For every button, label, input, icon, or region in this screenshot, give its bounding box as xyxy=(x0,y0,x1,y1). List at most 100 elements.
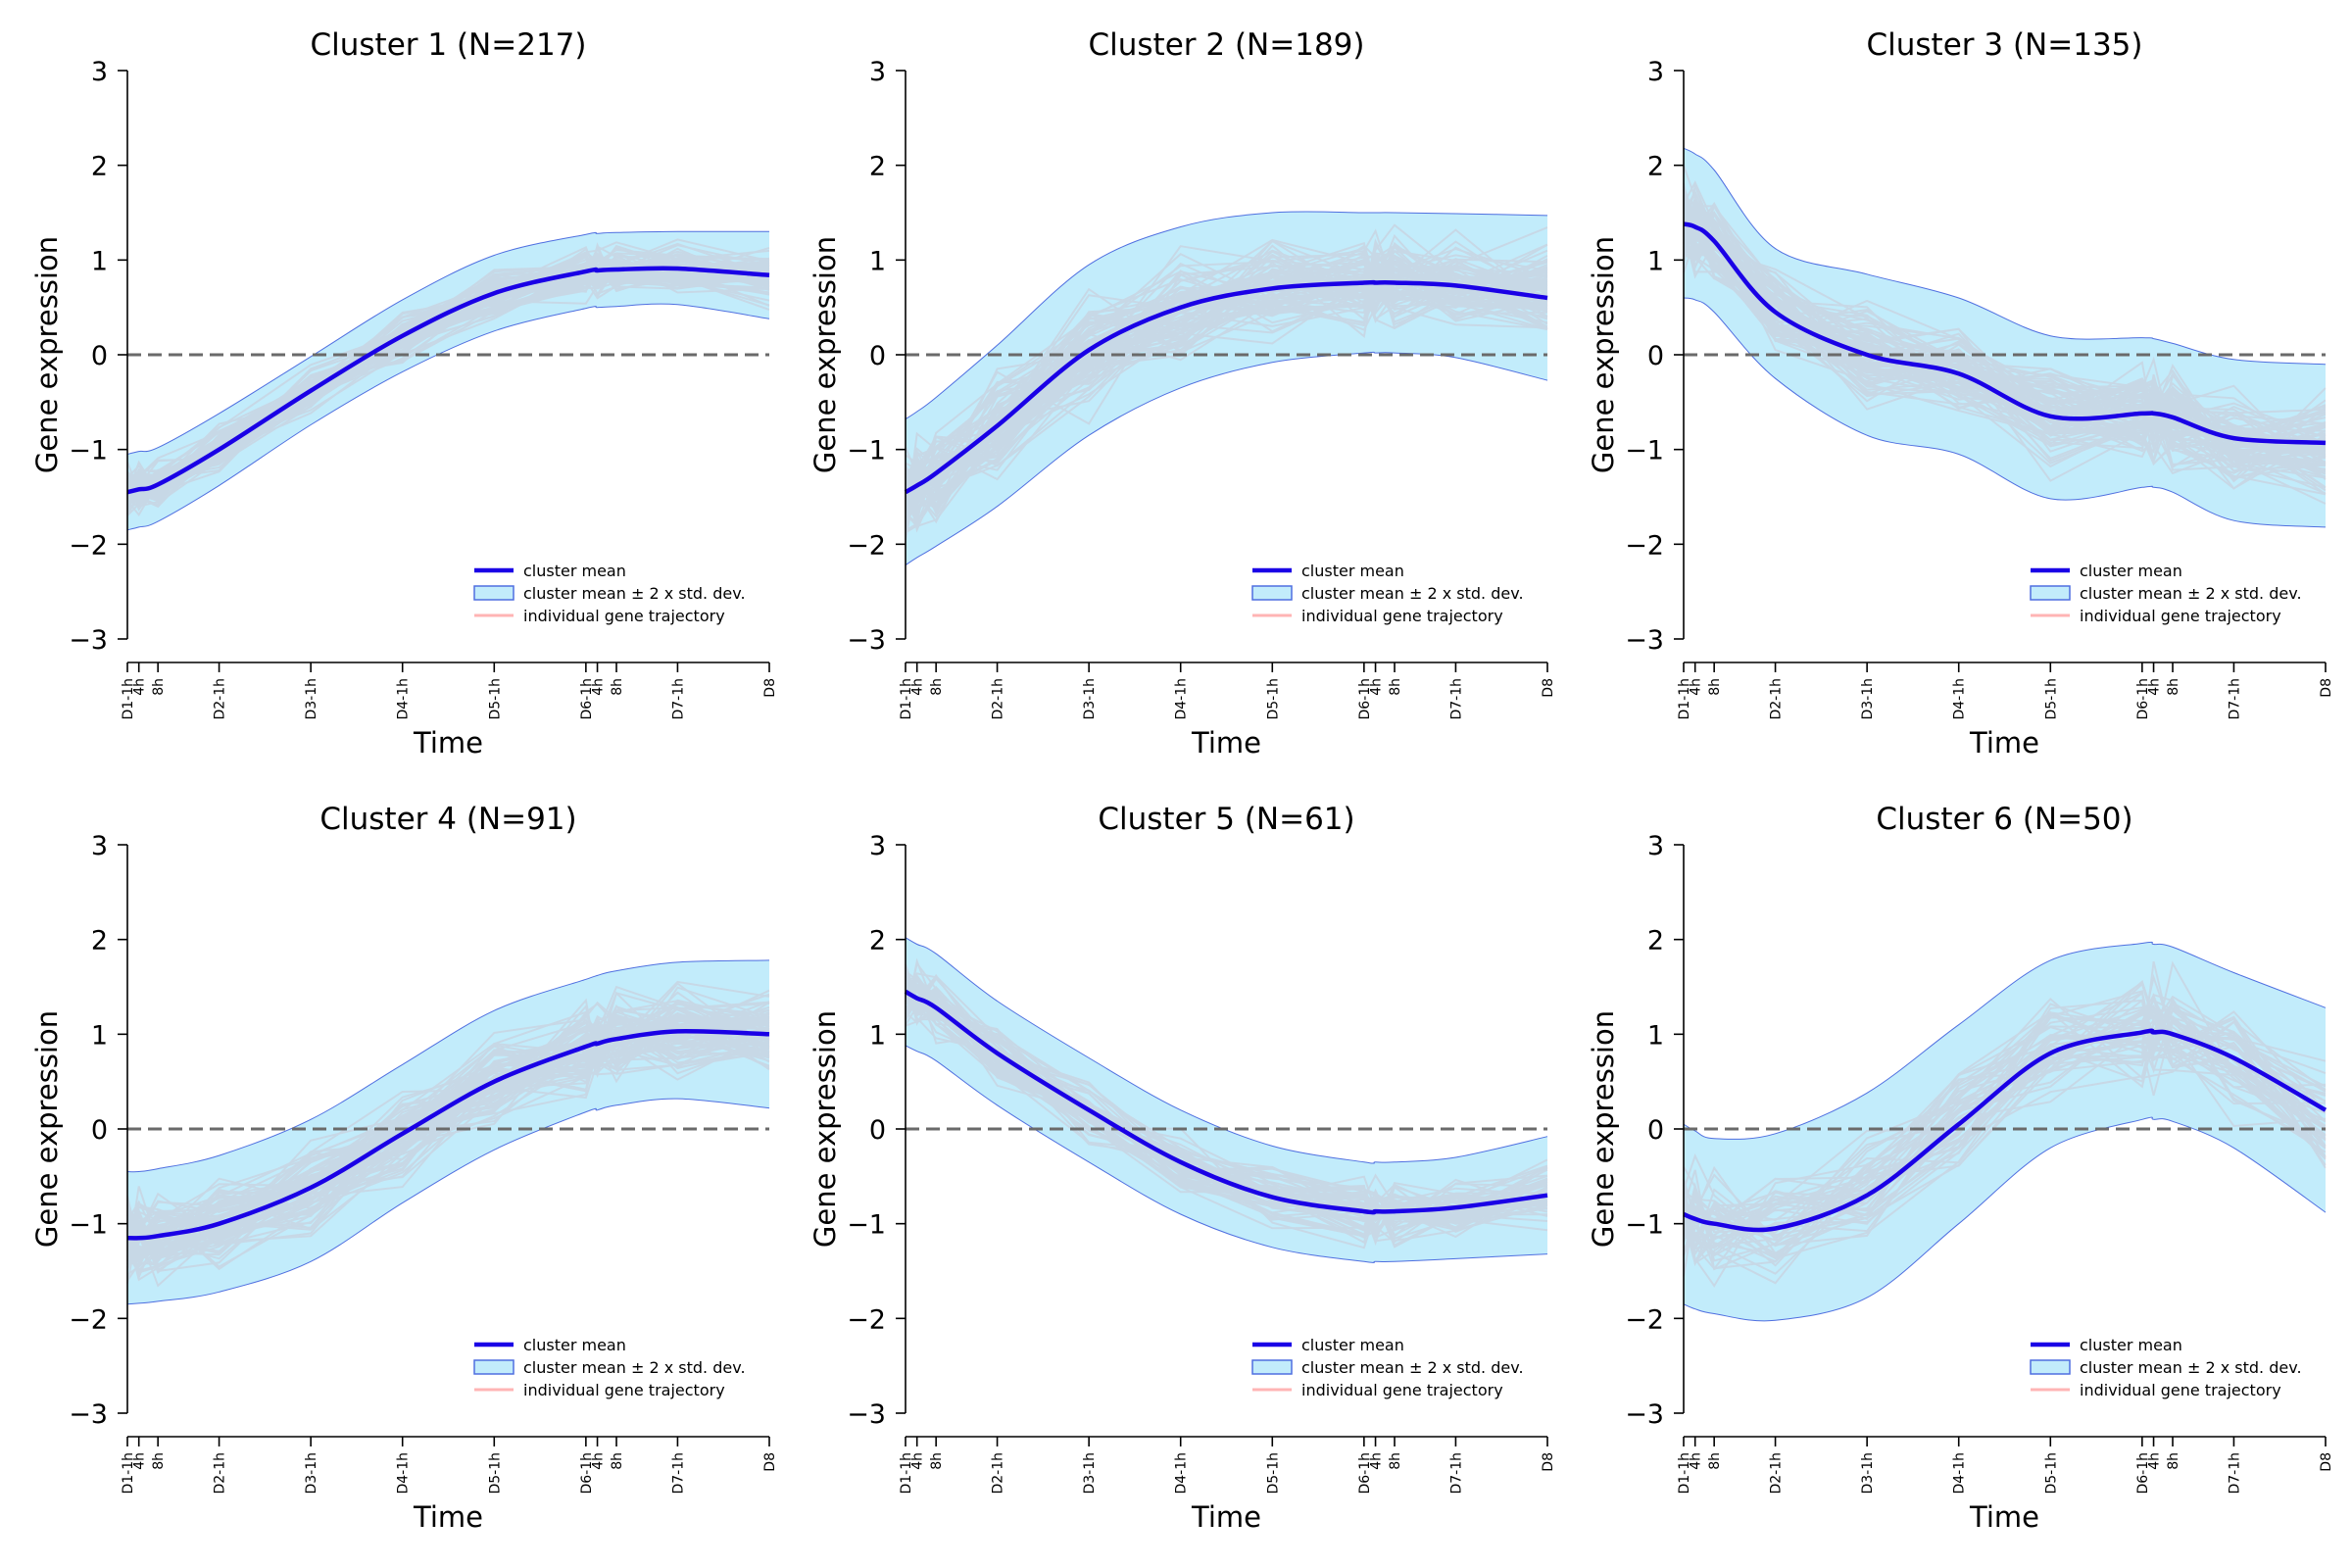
gene-trajectory xyxy=(1683,1021,2327,1260)
gene-trajectory xyxy=(1683,185,2327,505)
x-tick-label: D1-1h xyxy=(121,678,136,720)
y-tick-label: −3 xyxy=(1625,625,1664,656)
y-tick-label: 3 xyxy=(1647,57,1664,87)
y-tick-label: −3 xyxy=(847,625,886,656)
gene-trajectory xyxy=(1683,189,2327,460)
panel-title: Cluster 3 (N=135) xyxy=(1867,27,2143,63)
gene-trajectory xyxy=(126,1014,770,1274)
y-tick-label: −2 xyxy=(847,530,886,561)
gene-trajectory xyxy=(1683,219,2327,495)
gene-trajectory xyxy=(126,1015,770,1261)
gene-trajectory xyxy=(905,995,1548,1222)
gene-trajectory xyxy=(905,978,1548,1225)
gene-trajectory xyxy=(905,975,1548,1237)
y-tick-label: −2 xyxy=(69,1304,108,1335)
gene-trajectory xyxy=(126,1026,770,1264)
x-tick-label: D6-1h xyxy=(1357,1452,1373,1494)
gene-trajectory xyxy=(1683,999,2327,1250)
x-tick-label: 4h xyxy=(910,678,926,696)
legend-mean-label: cluster mean xyxy=(1301,1336,1404,1354)
x-tick-label: 4h xyxy=(2147,1452,2163,1470)
y-tick-label: 3 xyxy=(869,57,886,87)
x-tick-label: D5-1h xyxy=(1265,1452,1281,1494)
gene-trajectory xyxy=(905,243,1548,490)
x-tick-label: D4-1h xyxy=(1952,678,1968,720)
cluster-mean-line xyxy=(126,1029,770,1241)
gene-trajectory xyxy=(126,256,770,508)
gene-trajectory xyxy=(905,989,1548,1239)
gene-trajectory xyxy=(1683,182,2327,443)
gene-trajectory xyxy=(905,990,1548,1229)
gene-trajectory xyxy=(905,979,1548,1240)
gene-trajectory xyxy=(126,263,770,484)
gene-trajectory xyxy=(1683,979,2327,1236)
gene-trajectory xyxy=(905,256,1548,526)
gene-trajectory xyxy=(1683,221,2327,481)
x-axis-label: Time xyxy=(1969,1500,2039,1534)
gene-trajectory xyxy=(126,1040,770,1255)
gene-trajectory xyxy=(905,990,1548,1232)
x-tick-label: D7-1h xyxy=(670,678,686,720)
gene-trajectory xyxy=(1683,201,2327,443)
legend-band-label: cluster mean ± 2 x std. dev. xyxy=(2080,1358,2302,1377)
gene-trajectory xyxy=(126,1015,770,1267)
gene-trajectory xyxy=(905,1001,1548,1228)
gene-trajectory xyxy=(1683,216,2327,437)
gene-trajectory xyxy=(1683,1009,2327,1250)
gene-trajectory xyxy=(905,984,1548,1244)
y-tick-label: −1 xyxy=(847,1210,886,1241)
gene-trajectory xyxy=(126,1025,770,1258)
legend-band-swatch xyxy=(2030,1359,2071,1375)
legend-trajectory-label: individual gene trajectory xyxy=(1301,1381,1503,1399)
gene-trajectory xyxy=(905,250,1548,489)
gene-trajectory xyxy=(1683,224,2327,454)
x-tick-label: D5-1h xyxy=(487,678,503,720)
gene-trajectory xyxy=(1683,1005,2327,1255)
gene-trajectory xyxy=(126,1017,770,1232)
x-tick-label: D4-1h xyxy=(1174,678,1190,720)
gene-trajectory xyxy=(905,256,1548,522)
gene-trajectory xyxy=(905,244,1548,534)
std-band-upper-edge xyxy=(1683,941,2327,1140)
gene-trajectory xyxy=(1683,223,2327,482)
std-band-upper-edge xyxy=(126,959,770,1173)
gene-trajectory xyxy=(905,258,1548,483)
x-tick-label: D8 xyxy=(1541,1452,1556,1472)
legend-trajectory-label: individual gene trajectory xyxy=(1301,607,1503,625)
gene-trajectory xyxy=(905,995,1548,1238)
gene-trajectory xyxy=(1683,220,2327,442)
gene-trajectory xyxy=(126,251,770,496)
y-tick-label: −1 xyxy=(1625,1210,1664,1241)
y-tick-label: 1 xyxy=(91,1020,108,1051)
legend-mean-label: cluster mean xyxy=(523,1336,626,1354)
gene-trajectory xyxy=(1683,232,2327,466)
gene-trajectory xyxy=(1683,200,2327,451)
y-tick-label: 0 xyxy=(91,1115,108,1146)
gene-trajectory xyxy=(126,267,770,477)
gene-trajectory xyxy=(1683,1000,2327,1243)
x-tick-label: D7-1h xyxy=(1448,678,1464,720)
std-band-lower-edge xyxy=(905,351,1548,566)
gene-trajectory xyxy=(1683,220,2327,465)
cluster-mean-line xyxy=(1683,1028,2328,1233)
gene-trajectory xyxy=(905,974,1548,1229)
gene-trajectory xyxy=(905,261,1548,506)
gene-trajectory xyxy=(905,273,1548,507)
gene-trajectory xyxy=(126,1004,770,1255)
gene-trajectory xyxy=(905,996,1548,1224)
gene-trajectory xyxy=(905,261,1548,504)
gene-trajectory xyxy=(1683,1005,2327,1271)
legend-band-swatch xyxy=(2030,585,2071,601)
gene-trajectory xyxy=(126,1031,770,1241)
x-tick-label: 4h xyxy=(910,1452,926,1470)
gene-trajectory xyxy=(126,991,770,1240)
gene-trajectory xyxy=(1683,1033,2327,1256)
legend-mean-label: cluster mean xyxy=(1301,562,1404,580)
x-tick-label: 8h xyxy=(1388,678,1403,696)
gene-trajectory xyxy=(1683,960,2327,1239)
x-axis-label: Time xyxy=(413,726,483,760)
x-tick-label: D2-1h xyxy=(1769,1452,1785,1494)
gene-trajectory xyxy=(1683,236,2327,457)
y-tick-label: −1 xyxy=(69,1210,108,1241)
